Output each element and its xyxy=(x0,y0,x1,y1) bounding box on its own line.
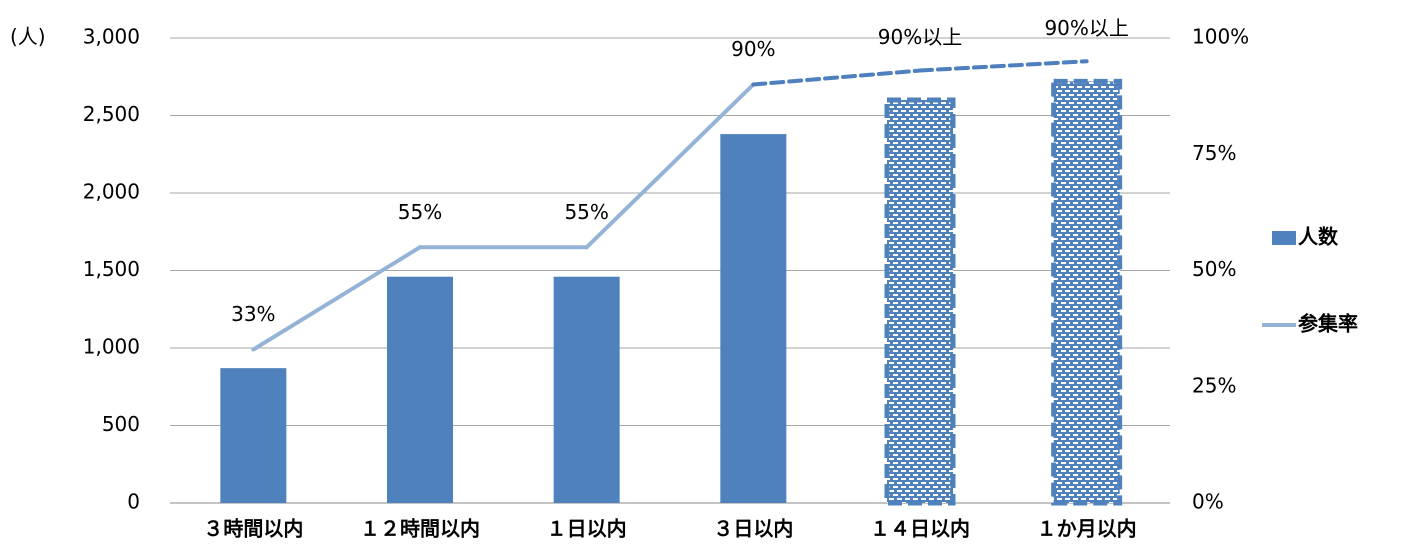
line-segment xyxy=(251,245,422,352)
bar xyxy=(553,276,620,503)
x-tick-label: １４日以内 xyxy=(870,517,970,541)
bar xyxy=(1051,78,1123,506)
line-segment xyxy=(918,59,1089,73)
x-tick-label: １か月以内 xyxy=(1037,517,1137,541)
bar xyxy=(220,368,287,503)
data-label: 90% xyxy=(731,37,775,61)
y-tick-label: 2,500 xyxy=(83,102,140,126)
x-tick-label: １日以内 xyxy=(547,517,627,541)
y2-tick-label: 50% xyxy=(1192,257,1236,281)
data-label: 90%以上 xyxy=(1044,16,1128,40)
x-tick-label: １２時間以内 xyxy=(360,517,480,541)
bar xyxy=(387,276,453,503)
y2-tick-label: 100% xyxy=(1192,25,1249,49)
y-tick-label: 0 xyxy=(127,490,140,514)
bar xyxy=(720,134,787,503)
legend-label: 参集率 xyxy=(1298,312,1358,336)
x-tick-label: ３日以内 xyxy=(713,517,793,541)
legend-label: 人数 xyxy=(1298,225,1339,249)
legend-swatch xyxy=(1272,231,1296,245)
line-segment xyxy=(584,82,756,250)
y2-tick-label: 25% xyxy=(1192,373,1236,397)
y2-tick-label: 0% xyxy=(1192,490,1224,514)
y-tick-label: 1,500 xyxy=(83,257,140,281)
y-axis-label: (人) xyxy=(10,25,46,49)
x-tick-label: ３時間以内 xyxy=(203,517,303,541)
y-tick-label: 3,000 xyxy=(83,25,140,49)
data-label: 90%以上 xyxy=(878,25,962,49)
y2-tick-label: 75% xyxy=(1192,141,1236,165)
bar xyxy=(884,97,956,506)
data-label: 33% xyxy=(231,302,275,326)
data-label: 55% xyxy=(398,200,442,224)
y-tick-label: 1,000 xyxy=(83,335,140,359)
data-label: 55% xyxy=(564,200,608,224)
line-segment xyxy=(751,68,922,87)
y-tick-label: 500 xyxy=(102,412,140,436)
y-tick-label: 2,000 xyxy=(83,180,140,204)
